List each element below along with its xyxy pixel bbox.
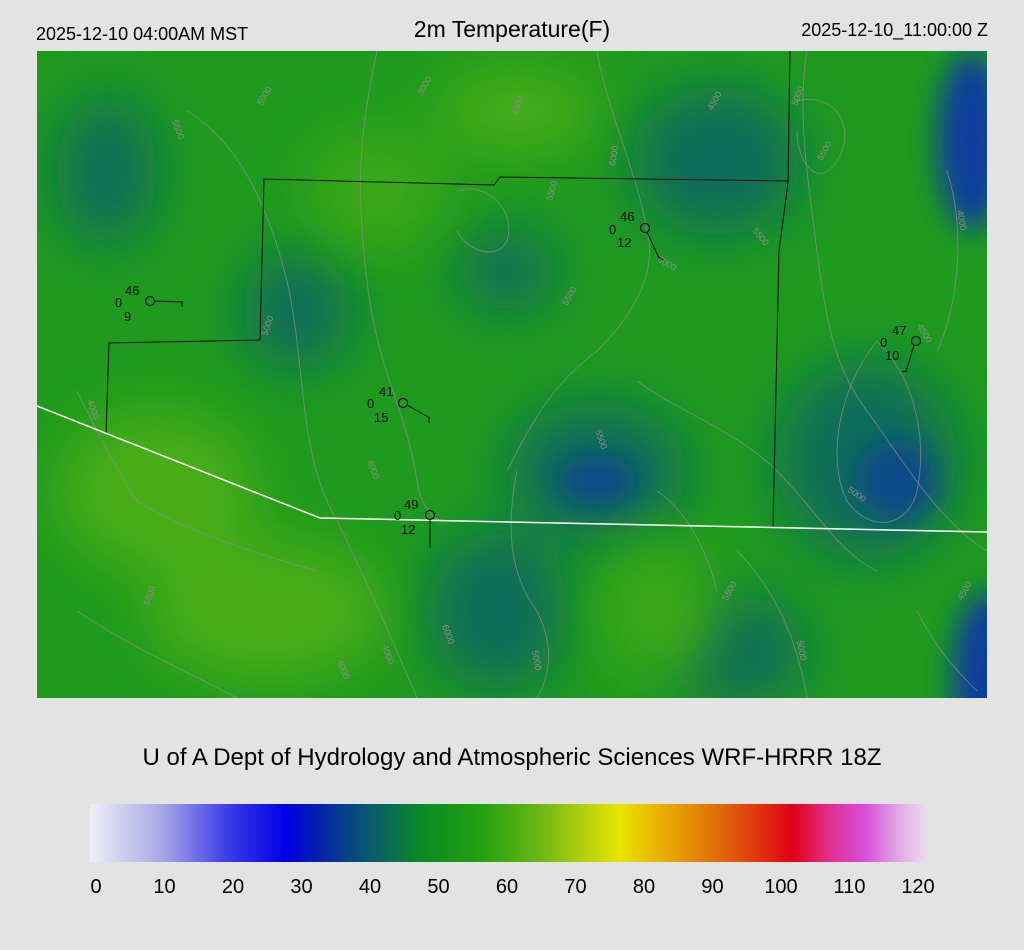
temperature-map[interactable]: 5500 5000 3000 4500 6000 5500 4500 5000 … [37,51,987,698]
station-dewpoint: 12 [401,522,415,537]
station-west: 46 0 9 [115,283,184,324]
colorbar-tick-label: 120 [901,876,935,898]
terrain-contours [76,51,987,698]
station-temp: 41 [379,384,393,399]
model-credit: U of A Dept of Hydrology and Atmospheric… [142,744,882,771]
state-border [37,405,987,533]
station-wind: 0 [609,222,616,237]
station-north: 46 0 12 [609,209,664,261]
colorbar-tick-label: 50 [427,876,450,898]
colorbar-tick-label: 110 [833,876,866,898]
chart-title: 2m Temperature(F) [413,16,611,42]
station-wind: 0 [115,295,122,310]
station-plots: 46 0 9 46 0 12 47 0 10 [115,209,922,548]
colorbar-tick-label: 0 [90,876,102,898]
station-wind: 0 [367,396,374,411]
colorbar-tick-label: 30 [290,876,313,898]
local-time: 2025-12-10 04:00AM MST [36,24,249,44]
station-temp: 46 [125,283,139,298]
svg-text:6000: 6000 [607,145,620,166]
station-dewpoint: 10 [885,348,899,363]
colorbar-tick-label: 80 [632,876,656,898]
station-temp: 47 [892,323,906,338]
station-east: 47 0 10 [880,323,922,373]
valid-time: 2025-12-10_11:00:00 Z [801,20,988,40]
station-wind: 0 [394,508,401,523]
station-temp: 46 [620,209,634,224]
colorbar-tick-label: 100 [764,876,798,898]
colorbar-tick-label: 90 [701,876,724,898]
station-dewpoint: 9 [124,309,131,324]
station-temp: 49 [404,497,418,512]
colorbar-tick-label: 40 [358,876,382,898]
warm-regions [57,71,717,681]
station-wind: 0 [880,335,887,350]
svg-text:5000: 5000 [530,650,543,671]
station-central: 41 0 15 [367,384,431,425]
svg-text:4000: 4000 [955,210,968,231]
station-dewpoint: 15 [374,410,388,425]
cold-regions [557,51,987,698]
colorbar-tick-label: 10 [153,876,176,898]
station-dewpoint: 12 [617,235,631,250]
colorbar-tick-label: 20 [221,876,245,898]
station-south: 49 0 12 [394,497,436,548]
svg-text:5000: 5000 [795,640,808,661]
county-boundaries [105,51,791,529]
colorbar-tick-label: 60 [495,876,519,898]
temperature-colorbar [90,804,926,862]
colorbar-tick-label: 70 [564,876,587,898]
